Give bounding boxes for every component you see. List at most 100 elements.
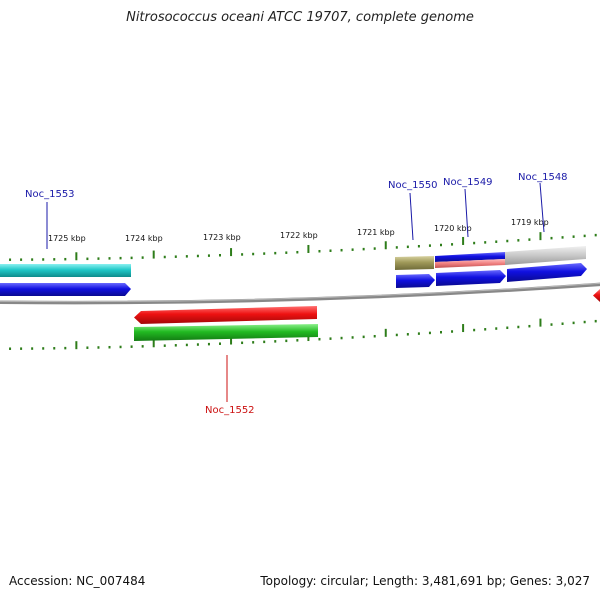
upper-scale-minor-tick xyxy=(108,257,111,260)
lower-scale-major-tick xyxy=(230,336,233,345)
lower-scale-minor-tick xyxy=(97,346,100,349)
upper-scale-minor-tick xyxy=(86,257,89,261)
lower-scale-minor-tick xyxy=(185,343,188,347)
upper-scale-minor-tick xyxy=(417,244,420,248)
upper-scale-minor-tick xyxy=(42,258,45,261)
upper-scale-minor-tick xyxy=(285,251,288,254)
scale-label-1719: 1719 kbp xyxy=(511,218,549,227)
gene-noc-1550-forward-arrow[interactable] xyxy=(396,274,435,288)
lower-scale-major-tick xyxy=(152,339,155,348)
upper-scale-minor-tick xyxy=(406,245,409,249)
upper-scale-minor-tick xyxy=(506,239,509,243)
lower-scale-minor-tick xyxy=(351,336,354,339)
upper-scale-minor-tick xyxy=(263,252,266,255)
gene-label-noc-1552[interactable]: Noc_1552 xyxy=(205,405,255,416)
lower-scale-minor-tick xyxy=(484,328,487,331)
gene-label-noc-1550[interactable]: Noc_1550 xyxy=(388,180,438,191)
upper-scale-major-tick xyxy=(307,244,310,253)
upper-scale-minor-tick xyxy=(185,255,188,258)
upper-scale-minor-tick xyxy=(473,241,476,245)
upper-scale-minor-tick xyxy=(163,255,166,259)
lower-scale-minor-tick xyxy=(9,347,12,350)
gene-noc-1549-forward-arrow[interactable] xyxy=(436,270,506,286)
lower-scale-ticks xyxy=(9,318,597,350)
upper-scale-major-tick xyxy=(384,241,387,250)
lower-scale-minor-tick xyxy=(141,345,144,348)
lower-scale-minor-tick xyxy=(440,330,442,334)
upper-scale-minor-tick xyxy=(451,243,454,246)
upper-scale-minor-tick xyxy=(53,258,56,261)
scale-label-1721: 1721 kbp xyxy=(357,228,395,237)
gene-noc-1550-olive-block[interactable] xyxy=(395,256,434,270)
lower-scale-major-tick xyxy=(462,324,465,333)
upper-scale-minor-tick xyxy=(241,253,244,256)
lower-scale-minor-tick xyxy=(406,333,409,336)
upper-scale-minor-tick xyxy=(373,247,376,250)
gene-noc-1552-green-block[interactable] xyxy=(134,324,318,341)
lower-scale-minor-tick xyxy=(263,340,266,344)
lower-scale-minor-tick xyxy=(395,333,398,337)
lower-scale-minor-tick xyxy=(594,319,597,323)
lower-scale-minor-tick xyxy=(506,326,509,330)
upper-scale-major-tick xyxy=(152,250,155,259)
gene-label-noc-1553[interactable]: Noc_1553 xyxy=(25,189,75,200)
lower-scale-minor-tick xyxy=(451,330,454,333)
upper-scale-minor-tick xyxy=(362,247,365,251)
lower-scale-minor-tick xyxy=(561,322,564,325)
topology-summary: Topology: circular; Length: 3,481,691 bp… xyxy=(260,574,590,588)
gene-noc-1548-forward-arrow[interactable] xyxy=(507,263,587,282)
upper-scale-minor-tick xyxy=(130,256,133,260)
lower-scale-minor-tick xyxy=(528,324,531,328)
upper-scale-ticks xyxy=(9,232,597,261)
upper-scale-minor-tick xyxy=(329,249,332,252)
lower-scale-major-tick xyxy=(384,328,387,337)
gene-noc-1553-cyan-block[interactable] xyxy=(0,264,131,277)
upper-scale-minor-tick xyxy=(274,251,277,255)
lower-scale-minor-tick xyxy=(64,346,67,350)
upper-scale-major-tick xyxy=(539,232,542,241)
gene-noc-1552-reverse-arrow[interactable] xyxy=(134,306,317,324)
scale-label-1723: 1723 kbp xyxy=(203,233,241,242)
lower-scale-minor-tick xyxy=(517,325,520,329)
lower-scale-minor-tick xyxy=(53,347,56,350)
lower-scale-minor-tick xyxy=(42,347,45,350)
lower-scale-minor-tick xyxy=(373,334,376,338)
genome-backbone xyxy=(0,282,600,305)
lower-scale-minor-tick xyxy=(473,328,476,332)
gene-noc-1553-forward-arrow[interactable] xyxy=(0,283,131,296)
lower-scale-minor-tick xyxy=(241,341,244,345)
lower-scale-minor-tick xyxy=(174,344,177,347)
lower-scale-minor-tick xyxy=(252,341,255,344)
lower-scale-minor-tick xyxy=(550,323,553,326)
upper-scale-minor-tick xyxy=(207,254,210,257)
lower-scale-minor-tick xyxy=(495,327,498,330)
upper-scale-minor-tick xyxy=(97,257,100,260)
upper-scale-minor-tick xyxy=(296,250,299,254)
lower-scale-minor-tick xyxy=(119,345,122,349)
lower-scale-minor-tick xyxy=(340,336,343,340)
lower-scale-minor-tick xyxy=(207,342,210,346)
upper-scale-minor-tick xyxy=(517,239,520,242)
lower-scale-minor-tick xyxy=(219,342,221,345)
gene-label-noc-1548[interactable]: Noc_1548 xyxy=(518,172,568,183)
lower-scale-minor-tick xyxy=(362,335,365,339)
lower-scale-minor-tick xyxy=(428,331,431,335)
upper-scale-minor-tick xyxy=(9,258,12,261)
upper-scale-minor-tick xyxy=(583,234,586,238)
genome-title: Nitrosococcus oceani ATCC 19707, complet… xyxy=(126,10,474,25)
gene-label-noc-1549[interactable]: Noc_1549 xyxy=(443,177,493,188)
lower-scale-minor-tick xyxy=(329,337,332,340)
offscreen-red-arrow[interactable] xyxy=(593,289,600,302)
gene-noc-1548-gray-block[interactable] xyxy=(505,246,586,265)
upper-scale-major-tick xyxy=(462,236,465,245)
lower-scale-minor-tick xyxy=(196,343,199,346)
upper-scale-minor-tick xyxy=(395,246,398,249)
upper-scale-minor-tick xyxy=(594,233,597,237)
gene-noc-1549-mixed-block[interactable] xyxy=(435,252,505,268)
upper-scale-minor-tick xyxy=(572,235,575,238)
scale-label-1725: 1725 kbp xyxy=(48,234,86,243)
lower-scale-minor-tick xyxy=(274,340,277,343)
upper-scale-minor-tick xyxy=(561,236,564,239)
lower-scale-minor-tick xyxy=(572,321,575,325)
